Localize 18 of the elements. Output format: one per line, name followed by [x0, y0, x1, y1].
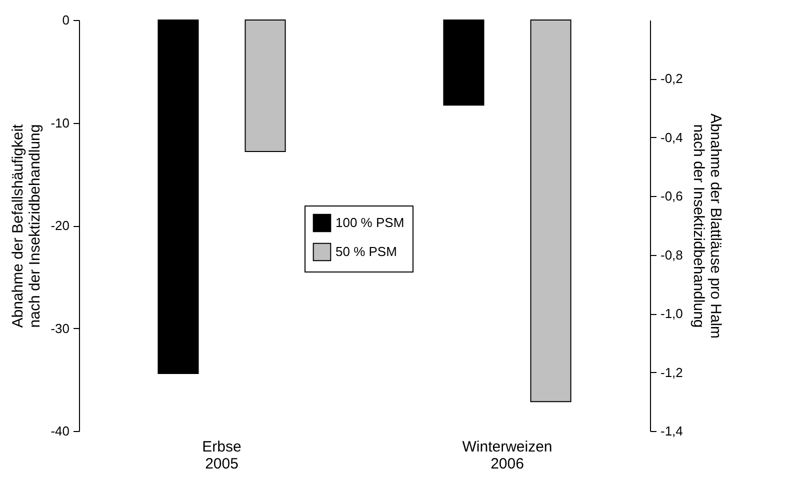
y2-tick-label: -1,4 [660, 424, 683, 438]
y2-tick-label: -0,8 [660, 247, 683, 262]
y-tick-label: -20 [50, 218, 70, 233]
y2-tick-label: -0,2 [660, 71, 683, 86]
legend-label: 100 % PSM [336, 215, 404, 230]
y-tick-label: 0 [62, 12, 70, 28]
y2-tick-label: -1,2 [660, 364, 683, 380]
x-tick-label: Erbse 2005 [202, 438, 242, 472]
y-tick-label: -30 [50, 320, 70, 336]
y2-tick-label: -1,0 [660, 306, 683, 322]
y2-tick-label: -0,4 [660, 130, 683, 145]
y2-axis-title: Abnahme der Blattläuse pro Halm nach der Insektizidbehandlung [690, 113, 724, 339]
legend-label: 50 % PSM [336, 244, 397, 259]
y-tick-label: -10 [50, 115, 70, 130]
x-tick-label: Winterweizen 2006 [462, 438, 552, 472]
y-axis-title: Abnahme der Befallshäufigkeit nach der Insektizidbehandlung [10, 123, 44, 328]
y-tick-label: -40 [50, 424, 70, 438]
y2-tick-label: -0,6 [660, 188, 683, 204]
